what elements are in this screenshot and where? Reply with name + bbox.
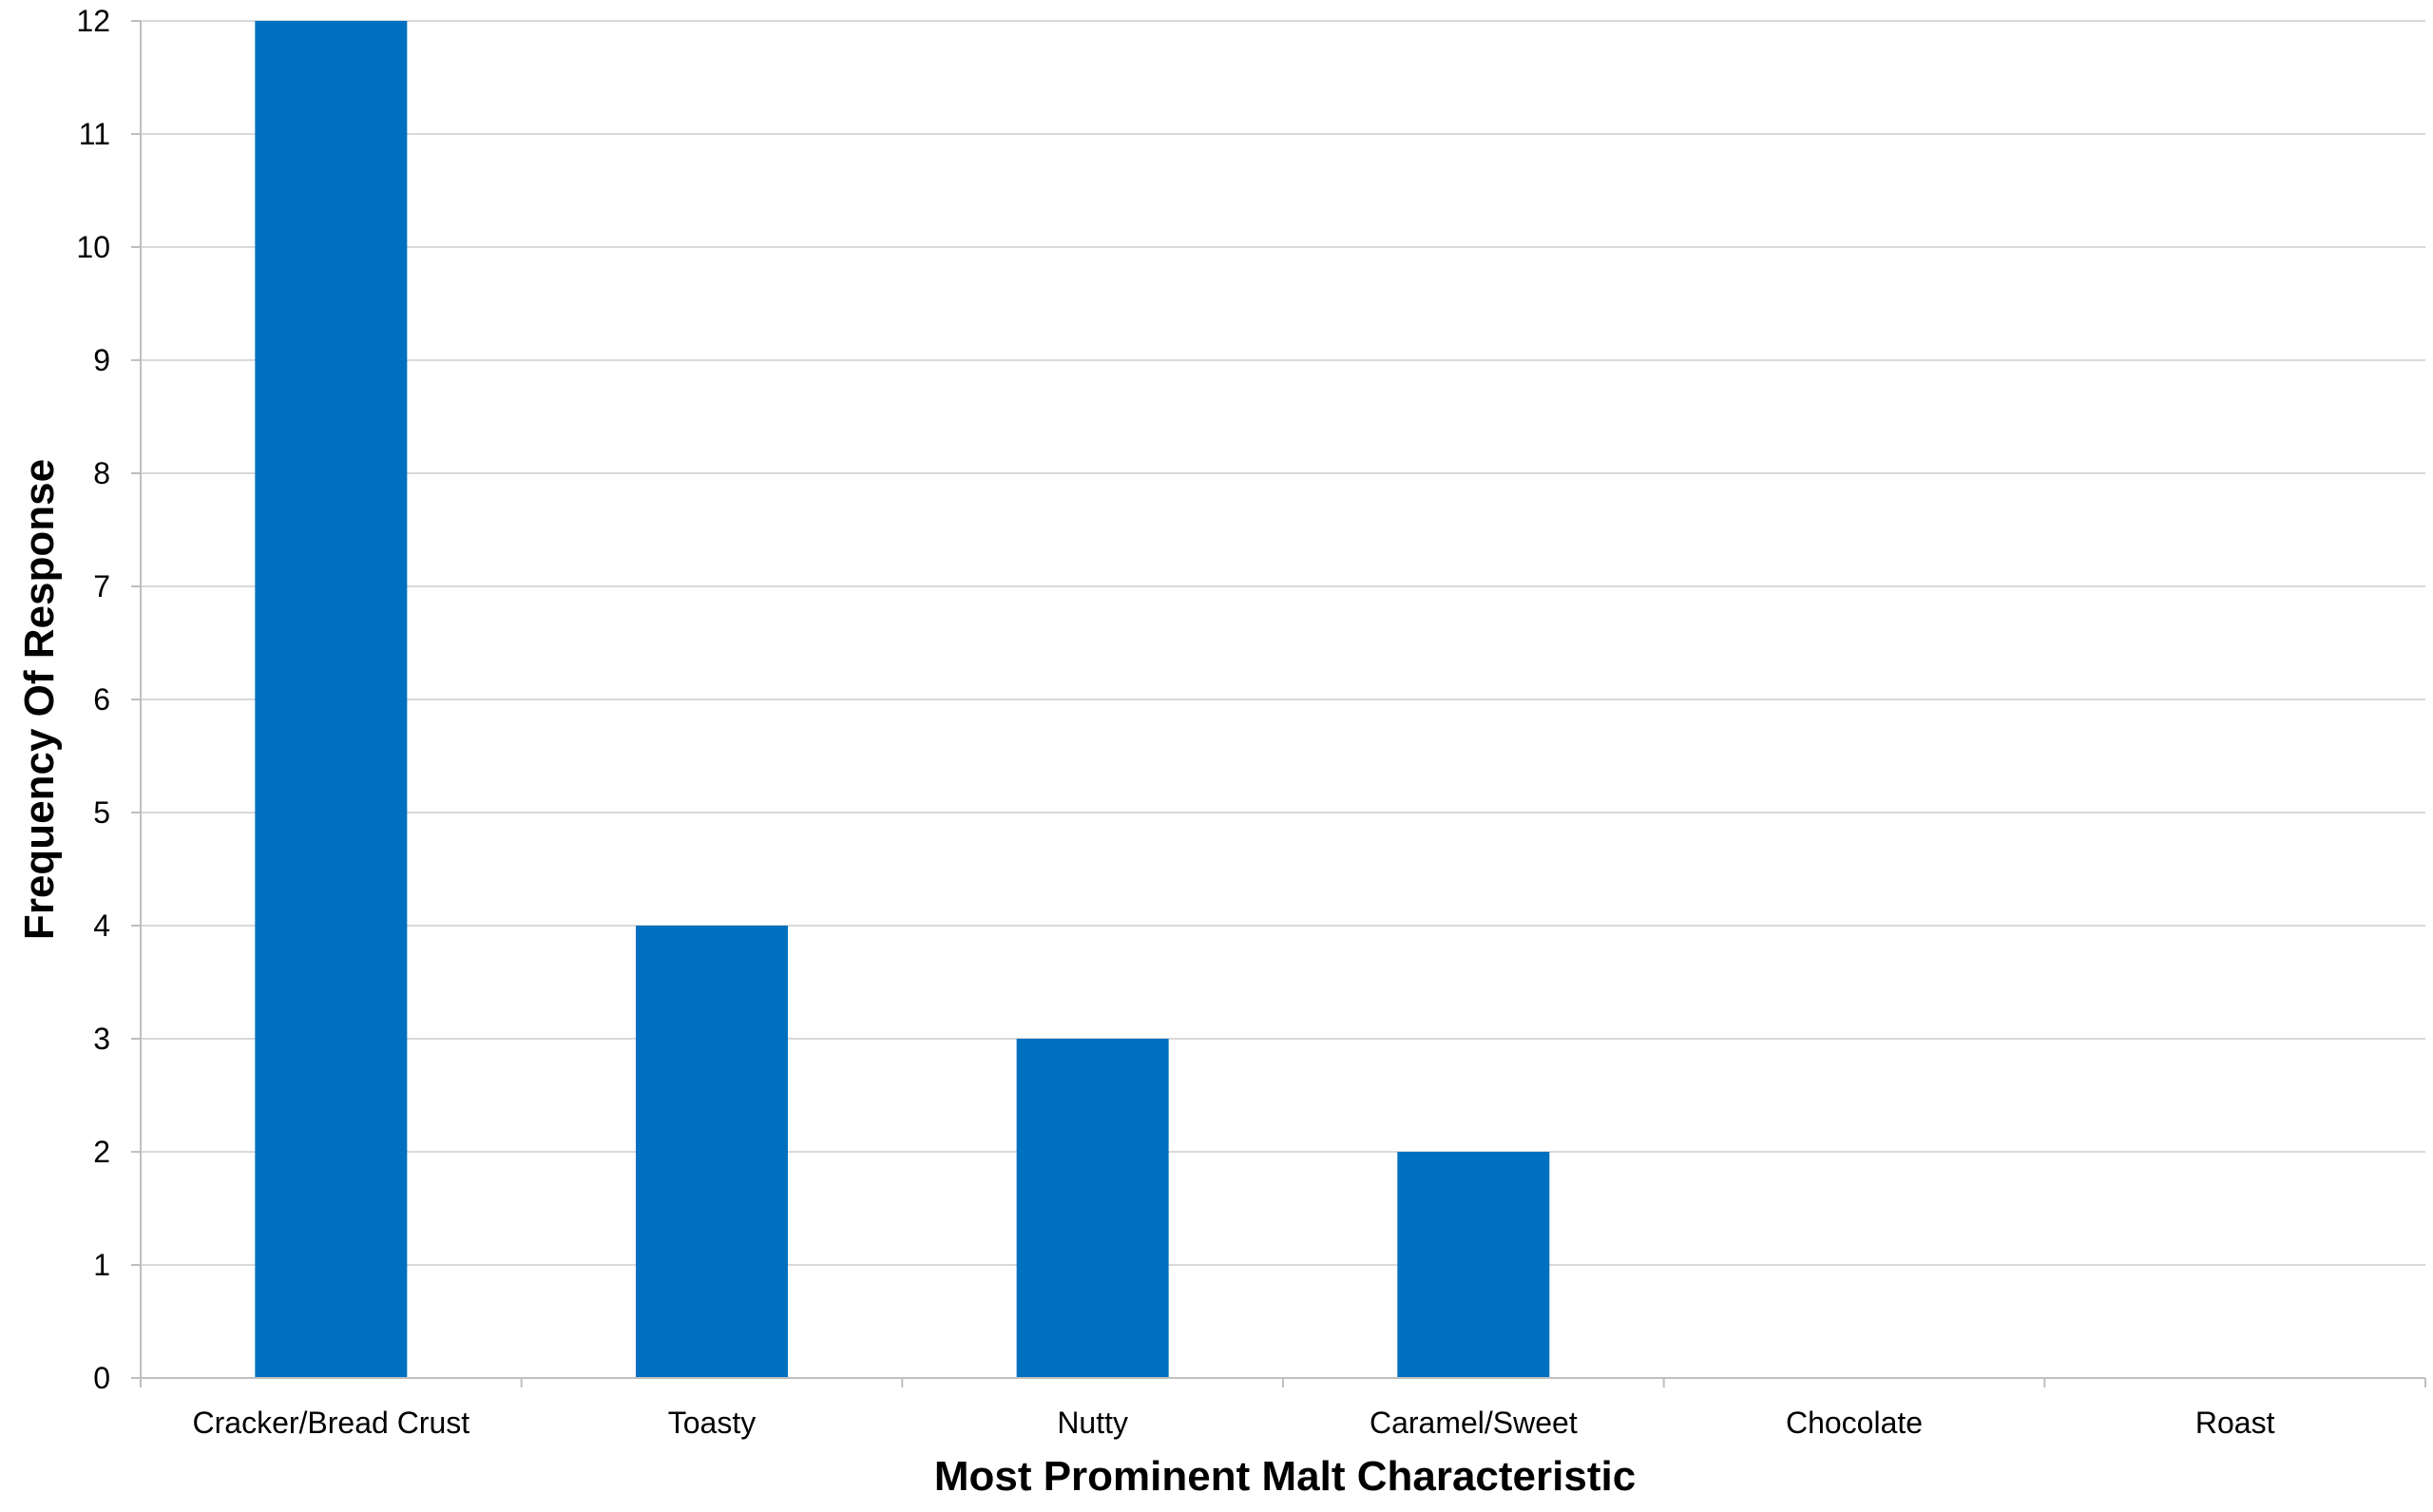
axes (131, 20, 2426, 1388)
x-tick-label: Toasty (668, 1406, 756, 1440)
bars (255, 21, 1550, 1378)
y-tick-label: 9 (93, 343, 110, 377)
x-tick-label: Caramel/Sweet (1370, 1406, 1578, 1440)
y-tick-label: 8 (93, 456, 110, 490)
y-tick-label: 4 (93, 909, 110, 943)
y-tick-label: 5 (93, 795, 110, 830)
y-tick-label: 3 (93, 1022, 110, 1056)
grid-lines (141, 20, 2425, 1266)
x-tick-label: Nutty (1057, 1406, 1128, 1440)
y-tick-label: 1 (93, 1248, 110, 1282)
x-tick-label: Chocolate (1786, 1406, 1923, 1440)
y-tick-label: 12 (76, 4, 110, 38)
x-axis-title: Most Prominent Malt Characteristic (934, 1453, 1636, 1500)
y-tick-label: 6 (93, 682, 110, 717)
bar (636, 926, 788, 1378)
y-tick-label: 11 (79, 117, 110, 151)
y-tick-label: 2 (93, 1135, 110, 1169)
y-tick-label: 0 (93, 1361, 110, 1395)
x-tick-label: Cracker/Bread Crust (193, 1406, 470, 1440)
y-tick-label: 7 (93, 569, 110, 603)
y-tick-label: 10 (76, 230, 110, 264)
x-tick-label: Roast (2195, 1406, 2275, 1440)
bar (255, 21, 408, 1378)
bar (1016, 1039, 1169, 1378)
bar (1397, 1152, 1550, 1378)
y-axis-title: Frequency Of Response (16, 459, 63, 940)
x-tick-labels: Cracker/Bread Crust Toasty Nutty Caramel/Sw… (193, 1406, 2275, 1440)
